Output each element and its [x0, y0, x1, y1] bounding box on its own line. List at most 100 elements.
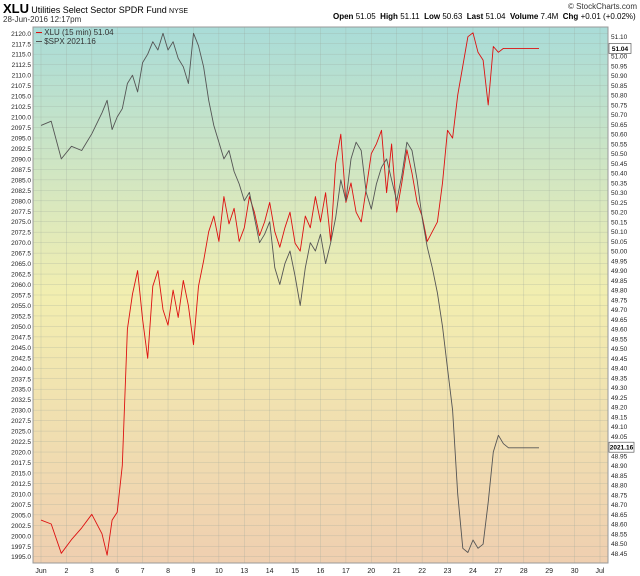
x-tick-label: 2 — [64, 568, 68, 575]
left-tick-label: 2102.5 — [11, 104, 31, 111]
legend-xlu-text: XLU (15 min) 51.04 — [44, 28, 114, 37]
left-tick-label: 2035.0 — [11, 387, 31, 394]
left-tick-label: 2042.5 — [11, 355, 31, 362]
left-tick-label: 2095.0 — [11, 135, 31, 142]
x-tick-label: 16 — [317, 568, 325, 575]
right-tick-label: 49.05 — [611, 434, 628, 441]
left-tick-label: 2075.0 — [11, 219, 31, 226]
right-tick-label: 50.60 — [611, 132, 628, 139]
right-tick-label: 49.35 — [611, 375, 628, 382]
left-tick-label: 2117.5 — [12, 41, 32, 48]
high-label: High — [380, 12, 398, 21]
brand-label: © StockCharts.com — [567, 2, 637, 11]
left-tick-label: 2037.5 — [11, 376, 31, 383]
left-tick-label: 2067.5 — [11, 251, 31, 258]
right-tick-label: 50.25 — [611, 200, 628, 207]
right-tick-label: 51.10 — [611, 34, 628, 41]
right-tick-label: 50.45 — [611, 161, 628, 168]
right-tick-label: 49.15 — [611, 414, 628, 421]
right-tick-label: 50.00 — [611, 249, 628, 256]
left-tick-label: 2087.5 — [11, 167, 31, 174]
left-tick-label: 2022.5 — [11, 439, 31, 446]
x-tick-label: 17 — [342, 568, 350, 575]
right-tick-label: 49.65 — [611, 317, 628, 324]
left-tick-label: 2015.0 — [11, 470, 31, 477]
xlu-last-tag-box — [608, 43, 632, 54]
right-tick-label: 49.50 — [611, 346, 628, 353]
right-tick-label: 49.90 — [611, 268, 628, 275]
spx-last-tag: 2021.16 — [610, 445, 634, 452]
right-tick-label: 48.50 — [611, 541, 628, 548]
legend-xlu-swatch — [36, 32, 42, 34]
right-tick-label: 50.95 — [611, 63, 628, 70]
right-tick-label: 50.55 — [611, 141, 628, 148]
left-tick-label: 2100.0 — [11, 115, 31, 122]
high-value: 51.11 — [400, 12, 420, 21]
left-tick-label: 2120.0 — [11, 31, 31, 38]
right-tick-label: 50.40 — [611, 171, 628, 178]
left-tick-label: 2055.0 — [11, 303, 31, 310]
left-tick-label: 2065.0 — [11, 261, 31, 268]
right-tick-label: 48.85 — [611, 473, 628, 480]
left-tick-label: 2002.5 — [11, 523, 31, 530]
left-tick-label: 2062.5 — [11, 272, 31, 279]
volume-value: 7.4M — [540, 12, 559, 21]
x-tick-label: 24 — [469, 568, 477, 575]
left-tick-label: 2085.0 — [11, 177, 31, 184]
x-tick-label: 22 — [418, 568, 426, 575]
right-tick-label: 49.25 — [611, 395, 628, 402]
open-label: Open — [333, 12, 354, 21]
chg-label: Chg — [562, 12, 579, 21]
left-tick-label: 2082.5 — [11, 188, 31, 195]
low-label: Low — [424, 12, 441, 21]
spx-last-tag-box — [608, 441, 635, 453]
left-tick-label: 2105.0 — [11, 94, 31, 101]
symbol-label: XLU — [3, 1, 29, 16]
left-tick-label: 2060.0 — [11, 282, 31, 289]
right-tick-label: 49.10 — [611, 424, 628, 431]
right-tick-label: 50.80 — [611, 93, 628, 100]
right-tick-label: 49.80 — [611, 288, 628, 295]
right-tick-label: 50.90 — [611, 73, 628, 80]
right-tick-label: 49.75 — [611, 297, 628, 304]
x-tick-label: 30 — [571, 568, 579, 575]
left-tick-label: 2025.0 — [11, 429, 31, 436]
x-tick-label: 20 — [367, 568, 375, 575]
series-layer — [40, 32, 539, 556]
right-tick-label: 48.65 — [611, 512, 628, 519]
x-tick-label: 3 — [90, 568, 94, 575]
x-tick-label: 13 — [240, 568, 248, 575]
left-tick-label: 2070.0 — [11, 240, 31, 247]
x-tick-label: 7 — [141, 568, 145, 575]
right-tick-label: 50.75 — [611, 102, 628, 109]
x-tick-label: 15 — [291, 568, 299, 575]
left-tick-label: 2005.0 — [11, 512, 31, 519]
left-tick-label: 2020.0 — [11, 450, 31, 457]
chg-value: +0.01 (+0.02%) — [580, 12, 636, 21]
left-tick-label: 2112.5 — [12, 62, 32, 69]
series-line-0 — [40, 32, 539, 556]
left-tick-label: 2000.0 — [11, 533, 31, 540]
right-tick-label: 49.85 — [611, 278, 628, 285]
right-tick-label: 48.90 — [611, 463, 628, 470]
left-tick-label: 1995.0 — [11, 554, 31, 561]
last-value-tags: 51.04 2021.16 — [608, 43, 635, 453]
left-tick-label: 2045.0 — [11, 345, 31, 352]
right-tick-label: 50.50 — [611, 151, 628, 158]
left-tick-label: 2040.0 — [11, 366, 31, 373]
left-tick-label: 1997.5 — [11, 544, 31, 551]
right-tick-label: 49.40 — [611, 366, 628, 373]
open-value: 51.05 — [355, 12, 376, 21]
right-tick-label: 49.30 — [611, 385, 628, 392]
left-tick-label: 2107.5 — [11, 83, 31, 90]
left-tick-label: 2090.0 — [11, 156, 31, 163]
x-tick-label: 23 — [444, 568, 452, 575]
legend-spx-text: $SPX 2021.16 — [44, 37, 96, 46]
last-value: 51.04 — [485, 12, 506, 21]
volume-label: Volume — [509, 12, 539, 21]
left-tick-label: 2050.0 — [11, 324, 31, 331]
left-tick-label: 2027.5 — [11, 418, 31, 425]
right-tick-label: 48.60 — [611, 522, 628, 529]
left-tick-label: 2007.5 — [11, 502, 31, 509]
